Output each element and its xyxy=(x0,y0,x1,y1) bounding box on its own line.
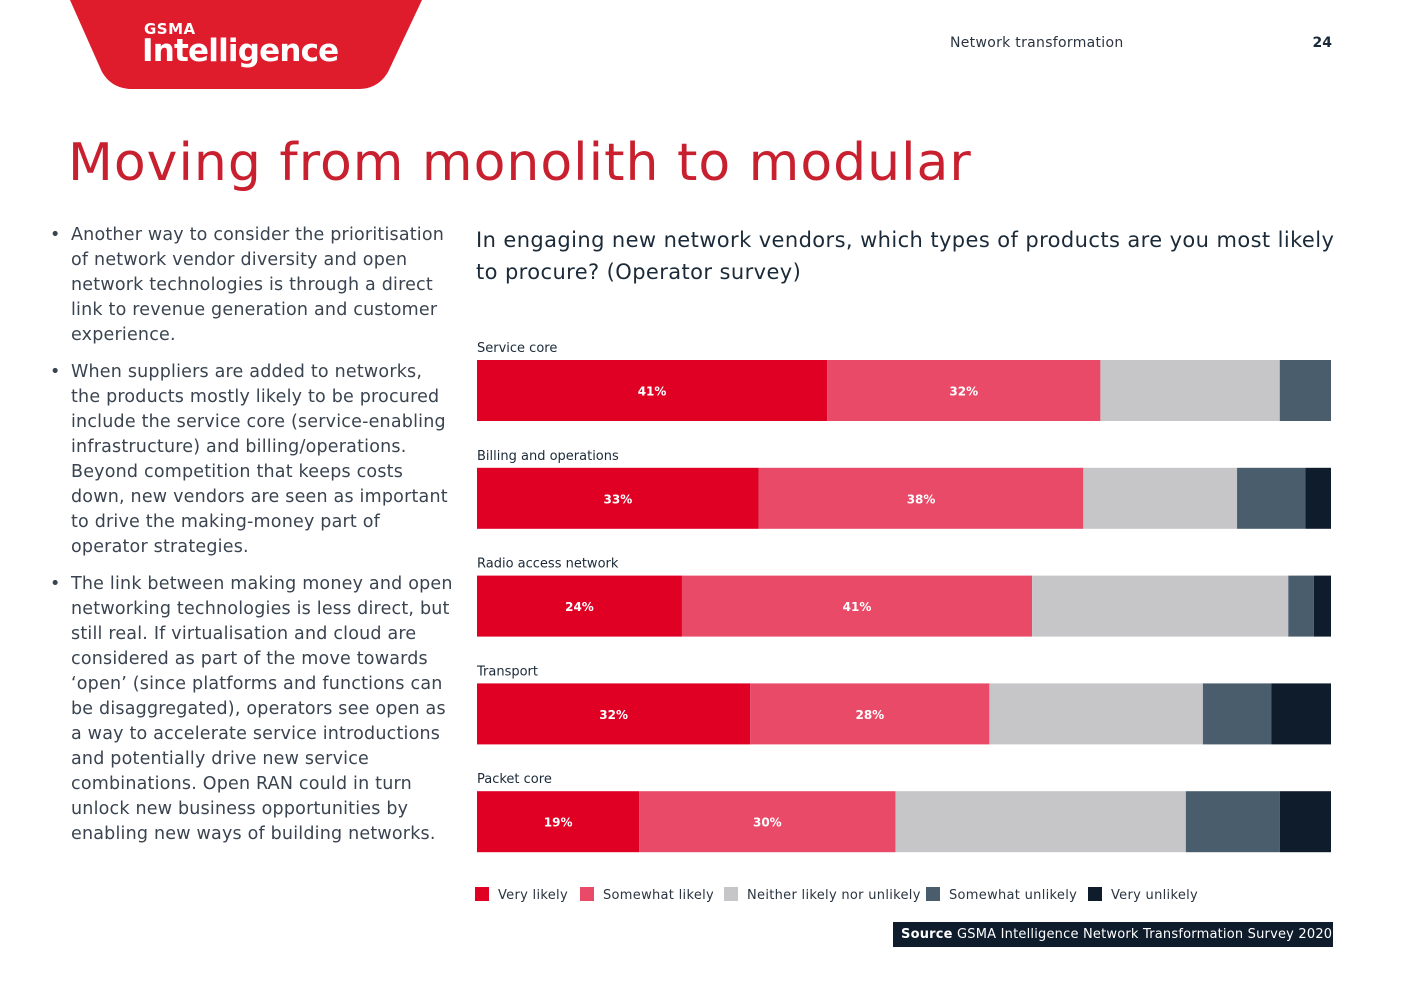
bar-segment xyxy=(758,467,1084,529)
legend-swatch xyxy=(475,887,489,901)
bullet-item: • Another way to consider the prioritisat… xyxy=(50,223,455,348)
bar-segment xyxy=(750,683,990,745)
data-label: 38% xyxy=(907,492,936,506)
bar-segment xyxy=(477,575,682,637)
legend-label: Somewhat likely xyxy=(603,888,714,903)
bullet-dot-icon: • xyxy=(50,574,61,594)
legend-label: Neither likely nor unlikely xyxy=(747,888,921,903)
bar-segment xyxy=(1271,683,1331,745)
chart-title: In engaging new network vendors, which t… xyxy=(476,228,1335,284)
legend-swatch xyxy=(724,887,738,901)
bar-segment xyxy=(1202,683,1272,745)
legend-swatch xyxy=(580,887,594,901)
bar-segment xyxy=(827,360,1101,421)
bar-segment xyxy=(1083,467,1238,529)
bar-segment xyxy=(895,791,1186,853)
bar-segment xyxy=(1279,360,1331,421)
bar-segment xyxy=(1313,575,1331,637)
legend-swatch xyxy=(926,887,940,901)
category-label: Radio access network xyxy=(477,557,619,572)
bar-segment xyxy=(1185,791,1280,853)
bullet-text: Another way to consider the prioritisati… xyxy=(71,225,445,345)
source-label: Source xyxy=(901,927,953,942)
data-label: 41% xyxy=(843,600,872,614)
legend-swatch xyxy=(1088,887,1102,901)
data-label: 41% xyxy=(638,385,667,399)
bar-segment xyxy=(477,791,640,853)
header-section-title: Network transformation xyxy=(950,35,1124,51)
legend-label: Very likely xyxy=(498,888,568,903)
source-text: GSMA Intelligence Network Transformation… xyxy=(957,927,1333,942)
bullet-text: The link between making money and open n… xyxy=(71,574,453,844)
data-label: 32% xyxy=(599,708,628,722)
data-label: 28% xyxy=(855,708,884,722)
bar-segment xyxy=(477,467,759,529)
brand-logo[interactable]: GSMA Intelligence xyxy=(70,0,422,90)
legend-label: Very unlikely xyxy=(1111,888,1198,903)
data-label: 30% xyxy=(753,816,782,830)
bullet-item: • When suppliers are added to networks, t… xyxy=(50,360,455,560)
logo-intelligence-text: Intelligence xyxy=(142,33,339,69)
bar-segment xyxy=(681,575,1033,637)
page-number: 24 xyxy=(1312,35,1332,51)
stacked-bar-chart: Service core 41% 32% Billing and operations… xyxy=(475,341,1331,903)
data-label: 19% xyxy=(544,816,573,830)
category-label: Service core xyxy=(477,341,557,356)
data-label: 32% xyxy=(949,385,978,399)
bullet-dot-icon: • xyxy=(50,225,61,245)
bullet-dot-icon: • xyxy=(50,362,61,382)
logo-gsma-text: GSMA xyxy=(144,20,196,38)
bar-segment xyxy=(477,360,828,421)
bullet-list: • Another way to consider the prioritisat… xyxy=(50,223,455,859)
bar-segment xyxy=(1032,575,1289,637)
category-label: Billing and operations xyxy=(477,449,619,464)
bar-segment xyxy=(1279,791,1331,853)
legend-label: Somewhat unlikely xyxy=(949,888,1077,903)
logo-tab-shape xyxy=(70,0,422,89)
bar-segment xyxy=(1100,360,1280,421)
bar-segment xyxy=(477,683,751,745)
category-label: Packet core xyxy=(477,772,552,787)
bar-segment xyxy=(989,683,1203,745)
page-title: Moving from monolith to modular xyxy=(68,133,972,193)
source-note: Source GSMA Intelligence Network Transfo… xyxy=(893,922,1333,947)
data-label: 24% xyxy=(565,600,594,614)
bullet-item: • The link between making money and open … xyxy=(50,572,455,847)
bar-segment xyxy=(1305,467,1331,529)
bar-segment xyxy=(639,791,896,853)
bar-segment xyxy=(1288,575,1314,637)
category-label: Transport xyxy=(476,664,538,679)
bullet-text: When suppliers are added to networks, th… xyxy=(71,362,448,557)
data-label: 33% xyxy=(604,492,633,506)
bar-segment xyxy=(1237,467,1306,529)
